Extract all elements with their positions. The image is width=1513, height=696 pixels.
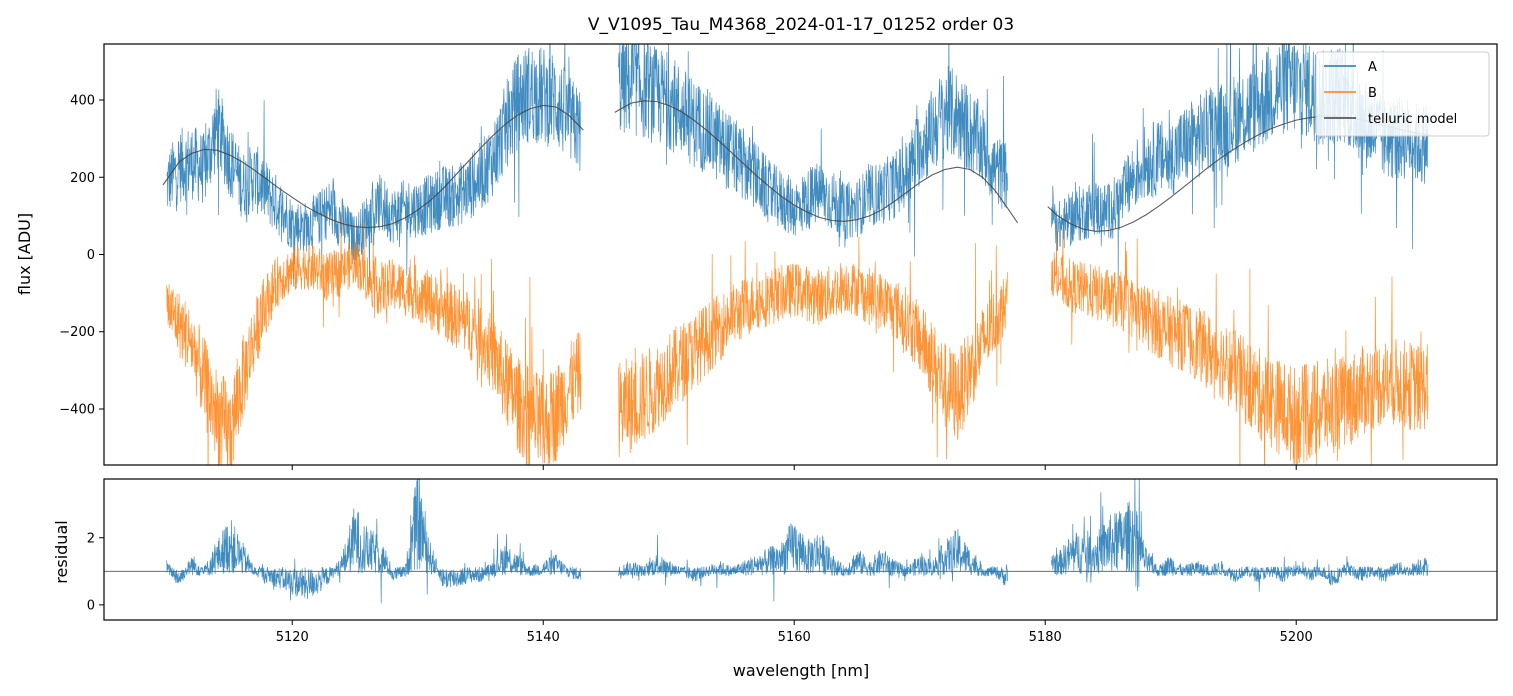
legend-label-b: B — [1368, 86, 1377, 101]
y-tick-label: 0 — [87, 598, 95, 613]
series-residual-segment-2 — [618, 523, 1008, 602]
series-b-segment-3 — [1051, 229, 1429, 465]
x-tick-label: 5180 — [1029, 630, 1062, 645]
x-tick-label: 5120 — [276, 630, 309, 645]
series-b-segment-1 — [166, 214, 582, 465]
series-a-segment-3 — [1051, 44, 1429, 285]
residual-traces — [104, 479, 1497, 604]
x-tick-label: 5160 — [778, 630, 811, 645]
x-tick-label: 5200 — [1280, 630, 1313, 645]
series-telluric-model-segment-2 — [614, 100, 1019, 224]
y-tick-label: 2 — [87, 531, 95, 546]
series-telluric-model-segment-1 — [162, 104, 584, 229]
main-x-ticks — [291, 465, 1297, 470]
x-axis-label: wavelength [nm] — [733, 661, 870, 680]
legend-label-telluric-model: telluric model — [1368, 112, 1457, 127]
main-traces — [162, 44, 1430, 465]
legend-label-a: A — [1368, 60, 1377, 75]
main-panel: −400 −200 0 200 400 flux [ADU] — [15, 43, 1498, 470]
y-tick-label: 0 — [87, 248, 95, 263]
y-tick-label: 200 — [70, 171, 95, 186]
residual-x-ticks: 5120 5140 5160 5180 5200 — [276, 620, 1313, 645]
series-a-segment-2 — [618, 44, 1008, 257]
residual-y-ticks: 02 — [87, 531, 104, 613]
main-y-axis-label: flux [ADU] — [15, 213, 34, 295]
y-tick-label: 400 — [70, 94, 95, 109]
series-b-segment-2 — [618, 236, 1008, 460]
y-tick-label: −400 — [59, 402, 95, 417]
residual-panel: 02 5120 5140 5160 5180 5200 residual wavelen… — [52, 478, 1498, 680]
legend-box — [1315, 51, 1490, 137]
series-a-segment-1 — [166, 44, 582, 288]
chart-title: V_V1095_Tau_M4368_2024-01-17_01252 order… — [588, 15, 1014, 35]
series-residual-segment-3 — [1051, 479, 1429, 592]
series-residual-segment-1 — [166, 479, 582, 604]
residual-plot-frame — [103, 478, 1498, 621]
main-y-ticks: −400 −200 0 200 400 — [59, 94, 104, 417]
x-tick-label: 5140 — [527, 630, 560, 645]
legend: A B telluric model — [1315, 51, 1490, 137]
y-tick-label: −200 — [59, 325, 95, 340]
residual-y-axis-label: residual — [52, 520, 71, 583]
